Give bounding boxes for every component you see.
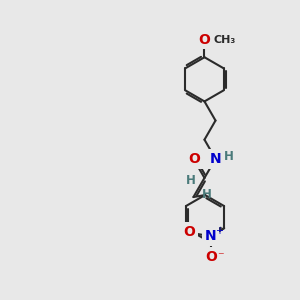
Text: H: H bbox=[186, 174, 196, 188]
Text: H: H bbox=[202, 188, 212, 201]
Text: CH₃: CH₃ bbox=[214, 34, 236, 45]
Text: N: N bbox=[204, 229, 216, 243]
Text: +: + bbox=[215, 226, 223, 236]
Text: O: O bbox=[184, 225, 196, 239]
Text: O: O bbox=[206, 250, 218, 264]
Text: N: N bbox=[210, 152, 221, 166]
Text: H: H bbox=[224, 150, 234, 163]
Text: O: O bbox=[199, 33, 210, 46]
Text: ⁻: ⁻ bbox=[218, 250, 224, 263]
Text: O: O bbox=[188, 152, 200, 166]
